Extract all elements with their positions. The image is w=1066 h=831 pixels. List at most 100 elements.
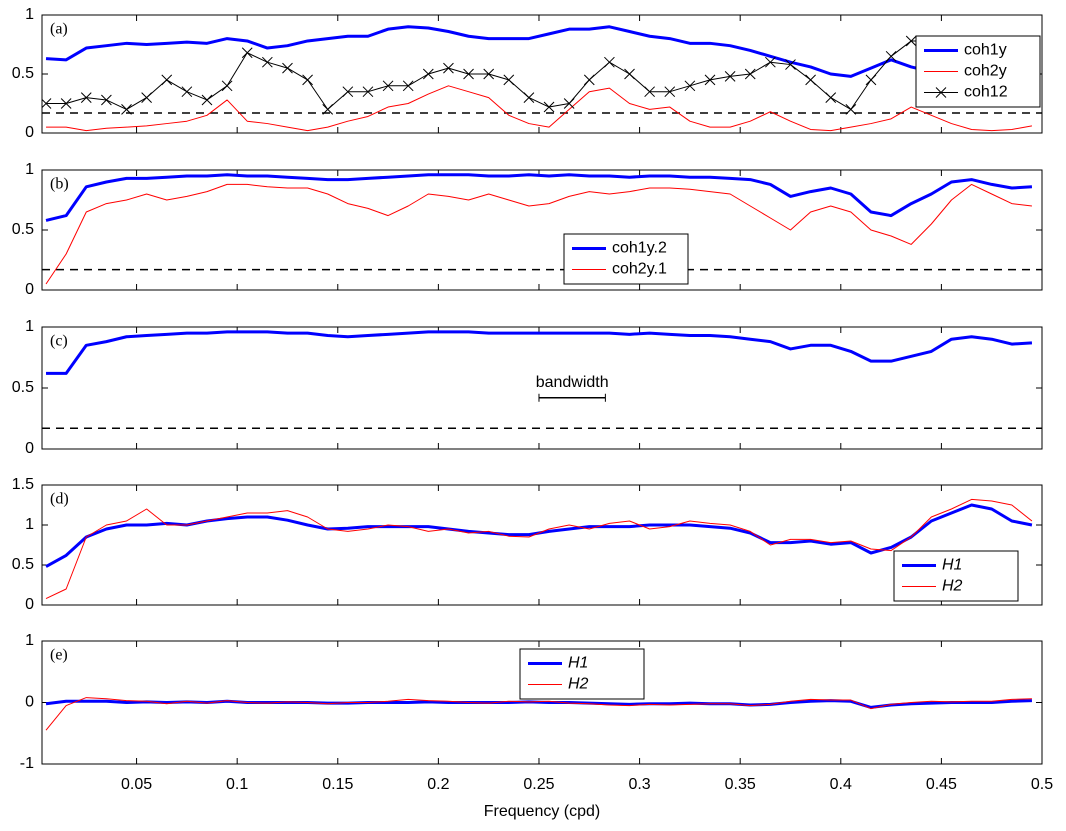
data-marker: [80, 92, 92, 103]
y-tick-label: 1: [25, 632, 34, 649]
data-marker: [805, 74, 816, 86]
x-tick-label: 0.3: [628, 776, 650, 793]
legend-box: [893, 550, 1019, 602]
plot-area: [42, 173, 1042, 285]
x-tick-label: 0.25: [523, 776, 554, 793]
data-marker: [161, 74, 173, 86]
legend-label: coh2y: [964, 63, 1007, 80]
axes-box: [41, 326, 1043, 450]
y-tick-label: 1: [25, 161, 34, 178]
x-tick-label: 0.5: [1031, 776, 1053, 793]
data-marker: [704, 74, 716, 86]
y-tick-label: 1: [25, 318, 34, 335]
data-marker: [382, 80, 394, 92]
y-tick-label: 0: [25, 440, 34, 457]
data-marker: [141, 92, 152, 103]
data-marker: [322, 104, 334, 115]
legend-label: coh12: [964, 84, 1008, 101]
y-tick-label: 0: [25, 694, 34, 711]
data-marker: [302, 74, 313, 86]
panel-label: (d): [50, 491, 69, 508]
x-tick-label: 0.1: [226, 776, 248, 793]
data-line: [46, 40, 1032, 110]
data-line: [45, 183, 1032, 285]
data-marker: [523, 92, 535, 103]
data-marker: [282, 62, 293, 74]
axes-box: [41, 484, 1043, 606]
panel-label: (e): [50, 647, 68, 664]
y-tick-label: -1: [20, 755, 34, 772]
x-tick-label: 0.2: [427, 776, 449, 793]
y-tick-label: 0: [25, 281, 34, 298]
data-marker: [342, 86, 354, 98]
data-marker: [60, 98, 72, 109]
data-line: [46, 85, 1033, 132]
legend-label: H2: [568, 676, 589, 693]
legend-label: H1: [568, 655, 588, 672]
data-marker: [765, 56, 776, 68]
x-axis-label: Frequency (cpd): [484, 803, 601, 820]
data-marker: [241, 47, 253, 59]
data-line: [45, 173, 1033, 222]
x-tick-label: 0.45: [926, 776, 957, 793]
panel-label: (b): [50, 176, 69, 193]
y-tick-label: 1: [25, 516, 34, 533]
data-marker: [644, 86, 655, 98]
data-marker: [684, 80, 696, 92]
y-tick-label: 0.5: [12, 379, 34, 396]
plot-area: [45, 498, 1033, 600]
legend-box: [563, 233, 689, 285]
data-marker: [261, 56, 273, 68]
plot-area: [42, 330, 1042, 430]
y-tick-label: 1: [25, 6, 34, 23]
y-tick-label: 0: [25, 596, 34, 613]
data-marker: [483, 68, 495, 80]
data-marker: [221, 80, 233, 92]
legend-label: coh1y.2: [612, 240, 667, 257]
plot-area: [45, 697, 1032, 731]
data-marker: [422, 68, 434, 80]
data-marker: [664, 86, 676, 98]
data-marker: [563, 98, 575, 109]
data-marker: [362, 86, 374, 98]
y-tick-label: 0.5: [12, 221, 34, 238]
x-tick-label: 0.4: [830, 776, 852, 793]
data-marker: [724, 71, 736, 82]
legend-marker: [935, 87, 947, 98]
panel-label: (a): [50, 21, 68, 38]
data-marker: [443, 62, 454, 74]
axes-box: [41, 640, 1043, 765]
data-marker: [845, 104, 857, 115]
x-tick-label: 0.15: [322, 776, 353, 793]
data-marker: [785, 59, 796, 70]
axes-box: [41, 14, 1043, 134]
legend-label: coh2y.1: [612, 261, 667, 278]
data-marker: [402, 80, 414, 92]
data-marker: [543, 101, 555, 113]
data-marker: [744, 68, 756, 80]
data-line: [45, 25, 1033, 78]
data-marker: [905, 35, 917, 47]
data-marker: [463, 68, 474, 80]
data-marker: [181, 86, 193, 98]
legend-label: H2: [942, 578, 963, 595]
data-marker: [503, 74, 515, 86]
legend-box: [519, 648, 645, 700]
data-marker: [121, 104, 132, 115]
x-tick-label: 0.05: [121, 776, 152, 793]
legend-label: coh1y: [964, 42, 1007, 59]
data-marker: [101, 94, 112, 106]
data-line: [45, 498, 1033, 600]
data-marker: [583, 74, 595, 86]
data-marker: [885, 50, 897, 62]
data-line: [46, 330, 1033, 375]
y-tick-label: 0.5: [12, 556, 34, 573]
data-marker: [42, 98, 52, 109]
data-marker: [825, 92, 837, 103]
annotation: bandwidth: [536, 374, 609, 391]
data-marker: [201, 94, 213, 106]
axes-box: [41, 169, 1043, 291]
panel-label: (c): [50, 333, 68, 350]
legend-label: H1: [942, 557, 962, 574]
